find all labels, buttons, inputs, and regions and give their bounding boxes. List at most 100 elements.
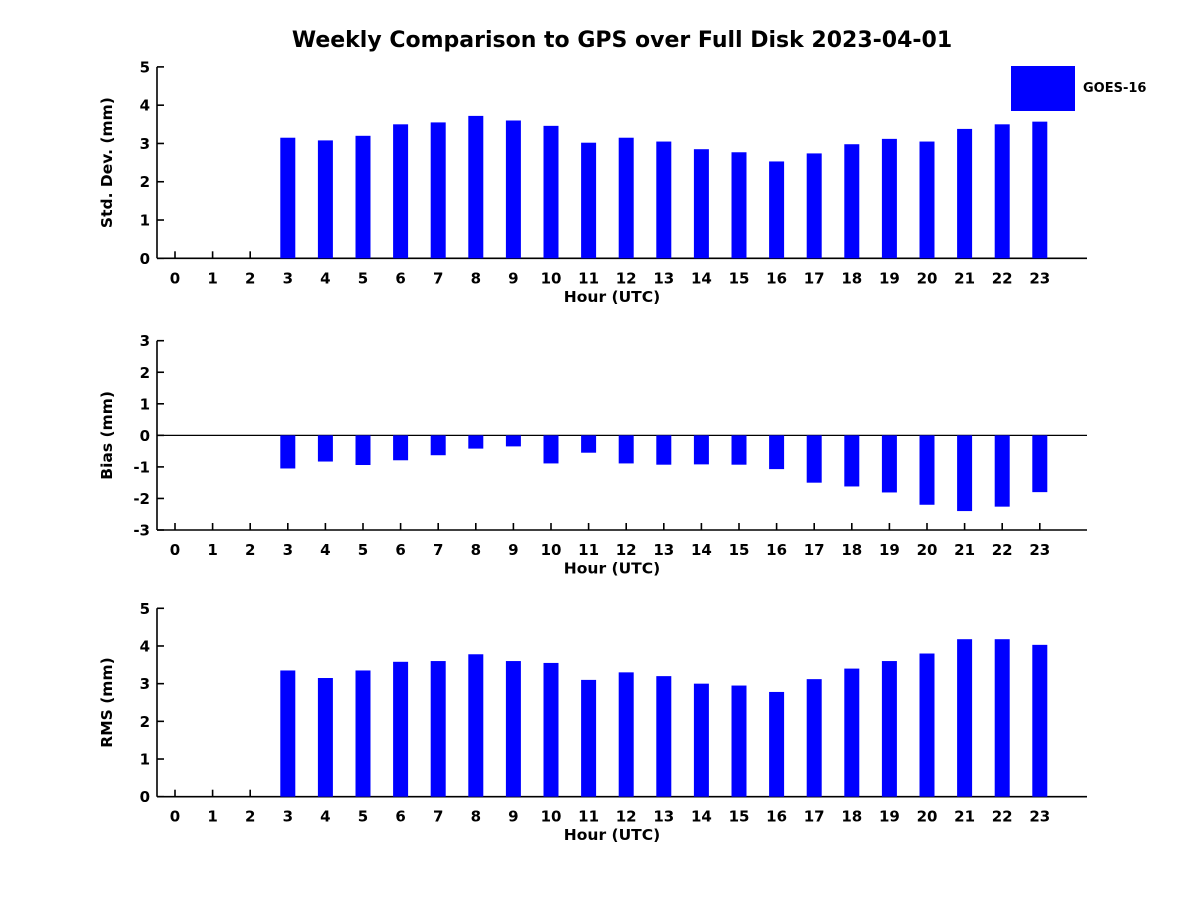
bar-std-dev-hour-3 — [280, 137, 296, 259]
x-tick-label: 1 — [207, 541, 217, 559]
x-tick-label: 19 — [879, 269, 900, 287]
x-tick-label: 15 — [729, 808, 750, 826]
x-tick-label: 9 — [508, 808, 518, 826]
bar-std-dev-hour-14 — [693, 149, 709, 259]
x-tick-label: 12 — [616, 808, 637, 826]
x-tick-label: 3 — [283, 541, 293, 559]
x-tick-label: 18 — [841, 269, 862, 287]
x-tick-label: 3 — [283, 269, 293, 287]
y-tick-label: 1 — [140, 395, 150, 413]
bar-rms-hour-5 — [355, 670, 371, 797]
bar-std-dev-hour-6 — [393, 124, 409, 259]
x-tick-label: 19 — [879, 808, 900, 826]
y-tick-label: 4 — [140, 97, 150, 115]
x-tick-label: 5 — [358, 269, 368, 287]
bar-rms-hour-19 — [881, 661, 897, 797]
bar-bias-hour-6 — [393, 435, 409, 461]
bar-rms-hour-14 — [693, 683, 709, 797]
bar-bias-hour-18 — [844, 435, 860, 487]
figure-title: Weekly Comparison to GPS over Full Disk … — [291, 28, 953, 53]
x-axis-label: Hour (UTC) — [564, 826, 660, 844]
bar-std-dev-hour-20 — [919, 141, 935, 259]
x-tick-label: 8 — [471, 541, 481, 559]
bar-std-dev-hour-15 — [731, 152, 747, 259]
bar-rms-hour-16 — [769, 691, 785, 797]
bar-rms-hour-11 — [581, 679, 597, 797]
bar-bias-hour-19 — [881, 435, 897, 493]
bar-std-dev-hour-22 — [994, 124, 1010, 259]
y-tick-label: 1 — [140, 212, 150, 230]
bar-std-dev-hour-23 — [1032, 121, 1048, 259]
x-tick-label: 1 — [207, 808, 217, 826]
bar-rms-hour-7 — [430, 661, 446, 797]
bar-rms-hour-6 — [393, 661, 409, 797]
x-tick-label: 9 — [508, 541, 518, 559]
x-tick-label: 7 — [433, 269, 443, 287]
x-tick-label: 16 — [766, 541, 787, 559]
x-tick-label: 0 — [170, 541, 180, 559]
y-tick-label: 4 — [140, 637, 150, 655]
bar-std-dev-hour-17 — [806, 153, 822, 259]
bar-bias-hour-12 — [618, 435, 634, 464]
y-tick-label: 1 — [140, 751, 150, 769]
x-tick-label: 7 — [433, 808, 443, 826]
x-tick-label: 13 — [653, 269, 674, 287]
legend-swatch-goes16 — [1011, 66, 1075, 111]
x-tick-label: 20 — [917, 808, 938, 826]
x-tick-label: 2 — [245, 541, 255, 559]
x-tick-label: 10 — [541, 808, 562, 826]
bar-bias-hour-10 — [543, 435, 559, 464]
x-tick-label: 10 — [541, 541, 562, 559]
x-tick-label: 7 — [433, 541, 443, 559]
x-tick-label: 4 — [320, 269, 330, 287]
x-tick-label: 5 — [358, 808, 368, 826]
x-tick-label: 16 — [766, 808, 787, 826]
bar-rms-hour-17 — [806, 679, 822, 797]
x-tick-label: 18 — [841, 541, 862, 559]
x-tick-label: 22 — [992, 808, 1013, 826]
bar-std-dev-hour-21 — [957, 128, 973, 259]
bar-bias-hour-20 — [919, 435, 935, 505]
x-tick-label: 4 — [320, 541, 330, 559]
x-tick-label: 11 — [578, 541, 599, 559]
x-tick-label: 17 — [804, 541, 825, 559]
bar-bias-hour-5 — [355, 435, 371, 466]
x-tick-label: 6 — [395, 808, 405, 826]
x-tick-label: 12 — [616, 541, 637, 559]
x-tick-label: 8 — [471, 808, 481, 826]
y-tick-label: 5 — [140, 600, 150, 618]
bar-std-dev-hour-4 — [317, 140, 333, 259]
bar-rms-hour-21 — [957, 639, 973, 797]
x-tick-label: 14 — [691, 808, 712, 826]
bar-std-dev-hour-8 — [468, 115, 484, 259]
x-tick-label: 13 — [653, 808, 674, 826]
x-tick-label: 6 — [395, 269, 405, 287]
x-tick-label: 8 — [471, 269, 481, 287]
x-tick-label: 21 — [954, 808, 975, 826]
bar-rms-hour-13 — [656, 676, 672, 797]
x-tick-label: 16 — [766, 269, 787, 287]
bar-std-dev-hour-5 — [355, 135, 371, 259]
bar-rms-hour-22 — [994, 639, 1010, 797]
y-tick-label: 3 — [140, 135, 150, 153]
x-tick-label: 2 — [245, 808, 255, 826]
y-tick-label: 3 — [140, 675, 150, 693]
x-tick-label: 13 — [653, 541, 674, 559]
x-tick-label: 23 — [1029, 541, 1050, 559]
bar-std-dev-hour-18 — [844, 144, 860, 259]
bar-bias-hour-13 — [656, 435, 672, 465]
bar-rms-hour-9 — [505, 661, 521, 797]
x-tick-label: 14 — [691, 541, 712, 559]
x-tick-label: 20 — [917, 541, 938, 559]
bar-std-dev-hour-10 — [543, 125, 559, 259]
x-tick-label: 15 — [729, 541, 750, 559]
x-tick-label: 6 — [395, 541, 405, 559]
y-tick-label: 2 — [140, 364, 150, 382]
bar-rms-hour-8 — [468, 654, 484, 797]
bar-bias-hour-11 — [581, 435, 597, 453]
x-tick-label: 21 — [954, 541, 975, 559]
bar-rms-hour-23 — [1032, 644, 1048, 797]
x-tick-label: 23 — [1029, 269, 1050, 287]
